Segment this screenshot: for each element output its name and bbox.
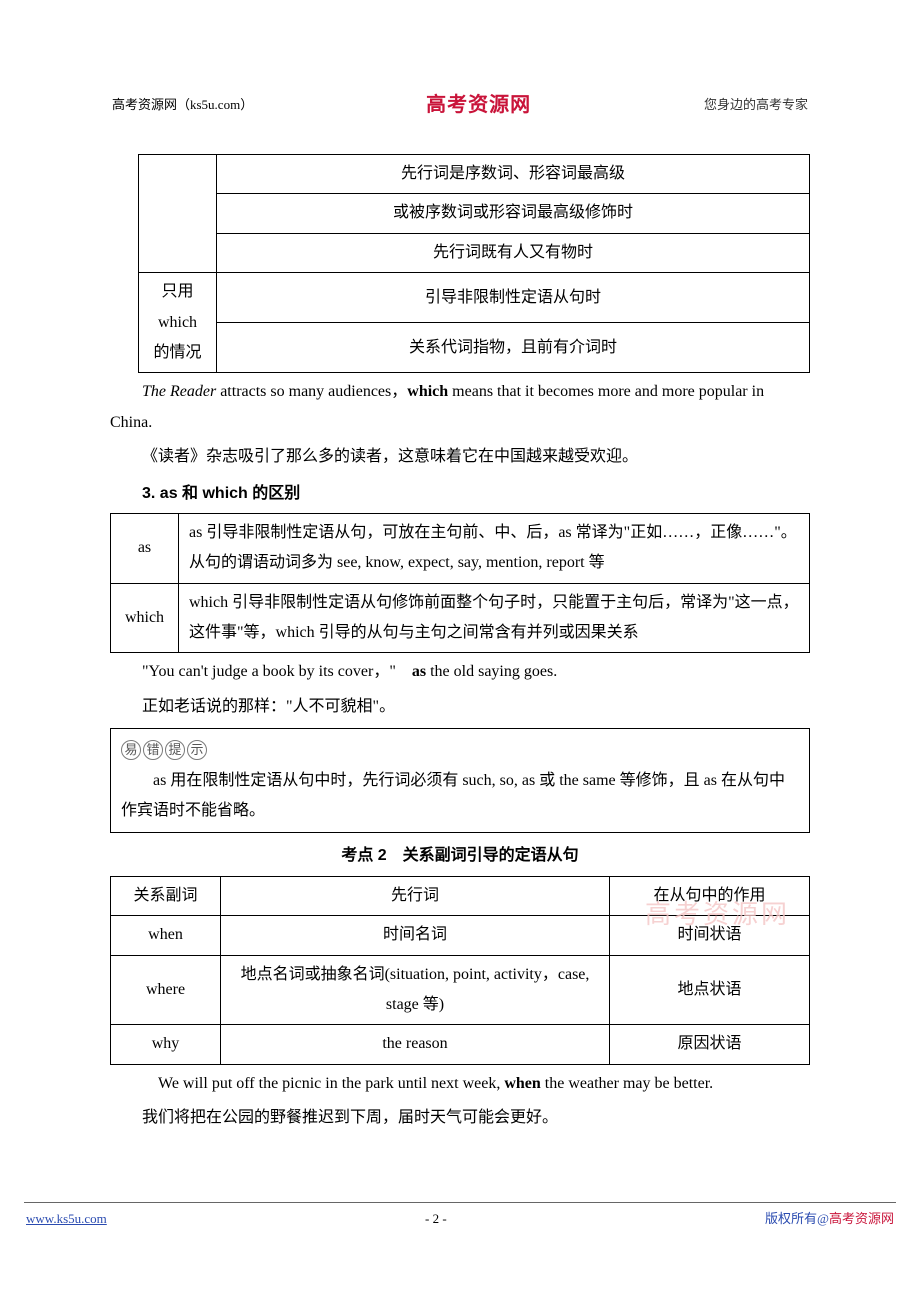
t3-r3c3: 原因状语: [610, 1025, 810, 1064]
t1-row1: 先行词是序数词、形容词最高级: [217, 155, 810, 194]
heading-as-which: 3. as 和 which 的区别: [110, 479, 810, 509]
t2-label-as: as: [111, 513, 179, 583]
t2-text-which: which 引导非限制性定语从句修饰前面整个句子时，只能置于主句后，常译为"这一…: [179, 583, 810, 653]
page-footer: www.ks5u.com - 2 - 版权所有@高考资源网: [24, 1202, 896, 1242]
badge-char-3: 提: [165, 740, 185, 760]
table-that-which: 先行词是序数词、形容词最高级 或被序数词或形容词最高级修饰时 先行词既有人又有物…: [138, 154, 810, 373]
badge-char-4: 示: [187, 740, 207, 760]
t3-r2c1: where: [111, 955, 221, 1025]
t3-r2c2: 地点名词或抽象名词(situation, point, activity，cas…: [221, 955, 610, 1025]
t1-grow2: 关系代词指物，且前有介词时: [217, 323, 810, 373]
tip-text: as 用在限制性定语从句中时，先行词必须有 such, so, as 或 the…: [121, 766, 799, 827]
footer-page-number: - 2 -: [425, 1207, 447, 1232]
example-sentence-3-cn: 我们将把在公园的野餐推迟到下周，届时天气可能会更好。: [110, 1103, 810, 1133]
example-sentence-1-en: The Reader attracts so many audiences，wh…: [110, 377, 810, 438]
italic-title: The Reader: [142, 383, 216, 400]
t3-r3c2: the reason: [221, 1025, 610, 1064]
footer-copyright: 版权所有@高考资源网: [765, 1207, 894, 1232]
footer-url: www.ks5u.com: [26, 1207, 107, 1232]
header-left: 高考资源网（ks5u.com）: [112, 93, 253, 118]
header-center-logo: 高考资源网: [426, 86, 531, 124]
header-right: 您身边的高考专家: [704, 93, 808, 118]
page-header: 高考资源网（ks5u.com） 高考资源网 您身边的高考专家: [110, 86, 810, 124]
example-sentence-2-en: "You can't judge a book by its cover，" a…: [110, 657, 810, 687]
t3-r3c1: why: [111, 1025, 221, 1064]
t3-r1c3: 时间状语: [610, 916, 810, 955]
t1-group-label: 只用 which 的情况: [139, 273, 217, 373]
t3-r1c2: 时间名词: [221, 916, 610, 955]
t3-r2c3: 地点状语: [610, 955, 810, 1025]
example-sentence-2-cn: 正如老话说的那样："人不可貌相"。: [110, 692, 810, 722]
table-as-which: as as 引导非限制性定语从句，可放在主句前、中、后，as 常译为"正如……，…: [110, 513, 810, 654]
t1-grow1: 引导非限制性定语从句时: [217, 273, 810, 323]
example-sentence-3-en: We will put off the picnic in the park u…: [110, 1069, 810, 1099]
tip-box: 易 错 提 示 as 用在限制性定语从句中时，先行词必须有 such, so, …: [110, 728, 810, 833]
t1-row3: 先行词既有人又有物时: [217, 233, 810, 272]
section-title-2: 考点 2 关系副词引导的定语从句: [110, 841, 810, 871]
t3-h3: 在从句中的作用: [610, 876, 810, 915]
t2-label-which: which: [111, 583, 179, 653]
table-relative-adverbs: 关系副词 先行词 在从句中的作用 when 时间名词 时间状语 where 地点…: [110, 876, 810, 1065]
t3-r1c1: when: [111, 916, 221, 955]
badge-char-2: 错: [143, 740, 163, 760]
t2-text-as: as 引导非限制性定语从句，可放在主句前、中、后，as 常译为"正如……，正像……: [179, 513, 810, 583]
t3-h1: 关系副词: [111, 876, 221, 915]
t1-row2: 或被序数词或形容词最高级修饰时: [217, 194, 810, 233]
badge-char-1: 易: [121, 740, 141, 760]
tip-badge: 易 错 提 示: [121, 740, 207, 760]
example-sentence-1-cn: 《读者》杂志吸引了那么多的读者，这意味着它在中国越来越受欢迎。: [110, 442, 810, 472]
t3-h2: 先行词: [221, 876, 610, 915]
